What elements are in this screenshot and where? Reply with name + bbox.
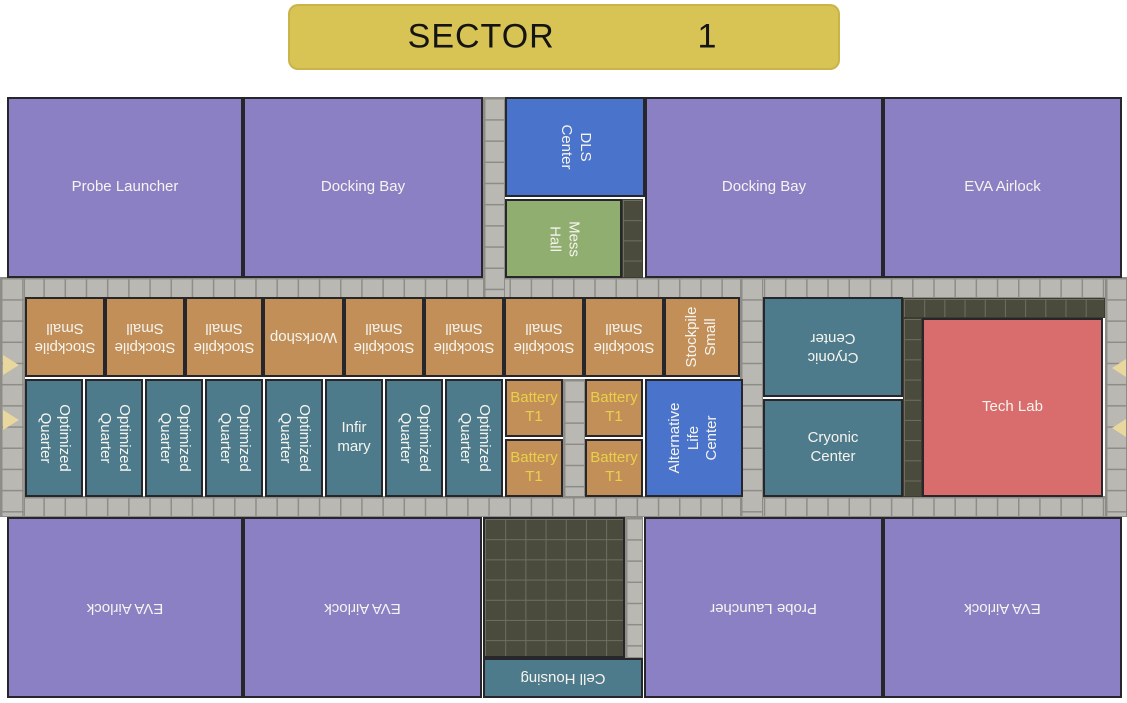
room-optimized-quarter-1[interactable]: Optimized Quarter — [25, 379, 83, 497]
room-optimized-quarter-2-label: Optimized Quarter — [97, 404, 133, 472]
room-eva-airlock-bottom-3-label: EVA Airlock — [964, 599, 1041, 617]
room-cell-housing[interactable]: Cell Housing — [483, 658, 643, 698]
sector-title-label: SECTOR — [407, 17, 555, 56]
room-cell-housing-label: Cell Housing — [520, 670, 606, 688]
room-battery-t1-3[interactable]: Battery T1 — [585, 379, 643, 437]
room-battery-t1-2[interactable]: Battery T1 — [505, 439, 563, 497]
room-workshop-label: Workshop — [269, 329, 338, 347]
room-optimized-quarter-3-label: Optimized Quarter — [157, 404, 193, 472]
room-stockpile-small-5[interactable]: Stockpile Small — [424, 297, 504, 377]
room-stockpile-small-3[interactable]: Stockpile Small — [185, 297, 263, 377]
room-optimized-quarter-3[interactable]: Optimized Quarter — [145, 379, 203, 497]
room-eva-airlock-top-label: EVA Airlock — [964, 178, 1041, 196]
room-battery-t1-4[interactable]: Battery T1 — [585, 439, 643, 497]
room-mess-hall-label: Mess Hall — [546, 220, 583, 257]
room-eva-airlock-bottom-2-label: EVA Airlock — [324, 599, 401, 617]
room-docking-bay-left-label: Docking Bay — [320, 178, 406, 196]
room-cryonic-center-top[interactable]: Cryonic Center — [763, 297, 903, 397]
room-probe-launcher-top[interactable]: Probe Launcher — [7, 97, 243, 278]
room-stockpile-small-4[interactable]: Stockpile Small — [344, 297, 424, 377]
room-tech-lab[interactable]: Tech Lab — [922, 318, 1103, 497]
room-stockpile-small-7[interactable]: Stockpile Small — [584, 297, 664, 377]
room-stockpile-small-1[interactable]: Stockpile Small — [25, 297, 105, 377]
room-eva-airlock-bottom-1-label: EVA Airlock — [86, 599, 164, 617]
room-eva-airlock-bottom-3[interactable]: EVA Airlock — [883, 517, 1122, 698]
room-infirmary-label: Infir mary — [337, 419, 371, 455]
room-optimized-quarter-7[interactable]: Optimized Quarter — [445, 379, 503, 497]
room-mess-hall[interactable]: Mess Hall — [505, 199, 622, 278]
room-docking-bay-right[interactable]: Docking Bay — [645, 97, 883, 278]
sector-link-arrow-right-1 — [1112, 359, 1126, 377]
room-tech-lab-label: Tech Lab — [982, 398, 1043, 416]
room-infirmary[interactable]: Infir mary — [325, 379, 383, 497]
room-stockpile-small-7-label: Stockpile Small — [593, 320, 655, 356]
room-cryonic-center-bottom[interactable]: Cryonic Center — [763, 399, 903, 497]
room-stockpile-small-1-label: Stockpile Small — [34, 320, 96, 356]
room-stockpile-small-8[interactable]: Stockpile Small — [664, 297, 740, 377]
corridor-mid-gap — [563, 379, 585, 497]
room-stockpile-small-4-label: Stockpile Small — [353, 320, 415, 356]
room-stockpile-small-5-label: Stockpile Small — [433, 320, 495, 356]
dark-floor-techlab-left — [903, 318, 922, 497]
room-optimized-quarter-5[interactable]: Optimized Quarter — [265, 379, 323, 497]
room-stockpile-small-6[interactable]: Stockpile Small — [504, 297, 584, 377]
room-optimized-quarter-6[interactable]: Optimized Quarter — [385, 379, 443, 497]
room-optimized-quarter-7-label: Optimized Quarter — [457, 404, 493, 472]
room-probe-launcher-top-label: Probe Launcher — [71, 178, 179, 196]
room-eva-airlock-bottom-2[interactable]: EVA Airlock — [243, 517, 482, 698]
room-probe-launcher-bottom[interactable]: Probe Launcher — [644, 517, 883, 698]
room-docking-bay-right-label: Docking Bay — [721, 178, 807, 196]
corridor-cell-column — [625, 517, 643, 658]
room-docking-bay-left[interactable]: Docking Bay — [243, 97, 483, 278]
room-optimized-quarter-4-label: Optimized Quarter — [217, 404, 253, 472]
corridor-right — [1105, 277, 1127, 517]
room-optimized-quarter-5-label: Optimized Quarter — [277, 404, 313, 472]
dark-floor-techlab-top — [903, 298, 1105, 318]
room-cryonic-center-bottom-label: Cryonic Center — [807, 429, 859, 465]
room-stockpile-small-6-label: Stockpile Small — [513, 320, 575, 356]
dark-floor-mess — [622, 199, 643, 278]
room-optimized-quarter-2[interactable]: Optimized Quarter — [85, 379, 143, 497]
sector-number: 1 — [697, 17, 718, 56]
room-workshop[interactable]: Workshop — [263, 297, 344, 377]
sector-link-arrow-left-2 — [3, 410, 19, 430]
corridor-dls — [483, 97, 505, 298]
sector-link-arrow-right-2 — [1112, 419, 1126, 437]
room-battery-t1-2-label: Battery T1 — [510, 449, 558, 485]
corridor-stockpile-right — [740, 277, 763, 517]
room-cryonic-center-top-label: Cryonic Center — [807, 330, 859, 366]
sector-link-arrow-left-1 — [3, 355, 19, 375]
room-alternative-life-center[interactable]: Alternative Life Center — [645, 379, 743, 497]
corridor-top — [0, 277, 1127, 298]
room-battery-t1-1-label: Battery T1 — [510, 389, 558, 425]
corridor-left — [0, 277, 25, 517]
room-eva-airlock-top[interactable]: EVA Airlock — [883, 97, 1122, 278]
room-eva-airlock-bottom-1[interactable]: EVA Airlock — [7, 517, 243, 698]
room-probe-launcher-bottom-label: Probe Launcher — [710, 599, 817, 617]
room-stockpile-small-8-label: Stockpile Small — [683, 306, 719, 368]
room-battery-t1-3-label: Battery T1 — [590, 389, 638, 425]
room-battery-t1-4-label: Battery T1 — [590, 449, 638, 485]
room-stockpile-small-2-label: Stockpile Small — [114, 320, 176, 356]
room-battery-t1-1[interactable]: Battery T1 — [505, 379, 563, 437]
room-stockpile-small-3-label: Stockpile Small — [193, 320, 255, 356]
room-dls-center-label: DLS Center — [558, 124, 594, 170]
room-dls-center[interactable]: DLS Center — [505, 97, 645, 197]
room-optimized-quarter-1-label: Optimized Quarter — [37, 404, 73, 472]
room-stockpile-small-2[interactable]: Stockpile Small — [105, 297, 185, 377]
room-optimized-quarter-6-label: Optimized Quarter — [397, 404, 433, 472]
sector-title-badge: SECTOR 1 — [288, 4, 840, 70]
room-alternative-life-center-label: Alternative Life Center — [665, 402, 721, 474]
corridor-bottom — [0, 496, 1127, 517]
room-optimized-quarter-4[interactable]: Optimized Quarter — [205, 379, 263, 497]
dark-floor-grid — [483, 517, 625, 658]
